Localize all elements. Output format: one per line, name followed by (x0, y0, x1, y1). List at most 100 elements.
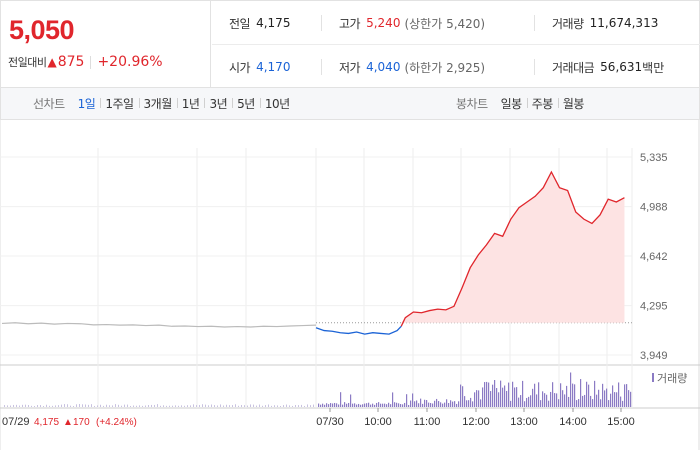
volume-bar (106, 404, 107, 407)
stat-value: 56,631 (600, 60, 643, 74)
x-tick-label: 10:00 (364, 416, 392, 428)
volume-bar (169, 405, 170, 407)
volume-bar (620, 396, 622, 407)
volume-bar (229, 405, 230, 407)
volume-bar (390, 404, 392, 407)
volume-bar (250, 404, 251, 407)
volume-bar (348, 402, 350, 407)
tab-1week[interactable]: 1주일 (100, 95, 138, 112)
volume-bar (166, 405, 167, 407)
volume-bar (378, 402, 380, 407)
change-label: 전일대비 (8, 56, 47, 69)
volume-bar (406, 394, 408, 407)
volume-bar (498, 392, 500, 407)
volume-bar (426, 400, 428, 407)
stat-value: 4,040 (366, 60, 401, 74)
volume-bar (606, 388, 608, 407)
volume-bar (550, 391, 552, 407)
volume-bar (342, 404, 344, 407)
volume-bar (163, 405, 164, 407)
volume-bar (600, 399, 602, 407)
chart-labels: 5,335 4,988 4,642 4,295 3,949 거래량 07/29 07/30 10… (2, 152, 687, 428)
volume-bar (127, 404, 128, 407)
tab-1year[interactable]: 1년 (176, 95, 205, 112)
volume-bar (217, 405, 218, 407)
volume-bar (560, 383, 562, 407)
tab-5year[interactable]: 5년 (232, 95, 260, 112)
volume-bar (582, 395, 584, 407)
volume-bar (368, 402, 370, 407)
change-value: 875 (57, 54, 85, 70)
volume-bar (184, 405, 185, 407)
x-tick-label: 07/29 (2, 416, 30, 428)
volume-bar (298, 405, 299, 407)
volume-bar (470, 397, 472, 407)
volume-bar (64, 404, 65, 407)
volume-bar (372, 403, 374, 407)
volume-bar (332, 403, 334, 407)
volume-bar (360, 404, 362, 407)
volume-bar (76, 404, 77, 407)
volume-bar (528, 396, 530, 407)
prev-day-pct: (+4.24%) (96, 417, 137, 428)
volume-bar (238, 405, 239, 407)
volume-bar (262, 405, 263, 407)
volume-bar (388, 402, 390, 407)
volume-bar (211, 404, 212, 407)
line-chart-label: 선차트 (33, 97, 65, 111)
volume-bars (4, 372, 632, 407)
tab-weekly-candle[interactable]: 주봉 (526, 95, 558, 112)
volume-bar (586, 381, 588, 407)
stat-label: 거래량 (552, 16, 584, 31)
volume-bar (241, 405, 242, 407)
volume-bar (422, 403, 424, 407)
volume-bar (283, 405, 284, 407)
volume-bar (145, 405, 146, 407)
volume-bar (418, 403, 420, 407)
volume-bar (384, 403, 386, 407)
volume-bar (518, 397, 520, 407)
tab-3year[interactable]: 3년 (204, 95, 232, 112)
volume-bar (574, 384, 576, 407)
volume-bar (402, 404, 404, 407)
volume-bar (271, 405, 272, 407)
volume-bar (358, 403, 360, 407)
tab-3month[interactable]: 3개월 (138, 95, 177, 112)
volume-bar (442, 403, 444, 407)
tab-1day[interactable]: 1일 (77, 97, 96, 111)
volume-bar (259, 404, 260, 407)
volume-bar (366, 403, 368, 407)
volume-bar (196, 405, 197, 407)
y-tick-label: 4,642 (640, 251, 668, 263)
line-chart-tabs: 선차트 1일 1주일 3개월 1년 3년 5년 10년 (33, 88, 295, 119)
tab-daily-candle[interactable]: 일봉 (500, 97, 523, 111)
prev-day-close: 4,175 (34, 417, 59, 428)
volume-bar (566, 385, 568, 407)
volume-bar (356, 404, 358, 407)
volume-bar (510, 400, 512, 407)
volume-bar (142, 405, 143, 407)
volume-bar (542, 391, 544, 407)
volume-bar (446, 399, 448, 407)
volume-bar (214, 405, 215, 407)
volume-bar (538, 382, 540, 407)
volume-bar (562, 390, 564, 407)
volume-bar (474, 392, 476, 407)
x-tick-label: 07/30 (316, 416, 344, 428)
stat-label: 시가 (229, 60, 251, 75)
stat-sub: (상한가 5,420) (404, 16, 486, 31)
volume-bar (568, 396, 570, 407)
volume-bar (61, 404, 62, 407)
today-line-down (315, 325, 402, 335)
volume-bar (7, 405, 8, 407)
volume-bar (226, 404, 227, 407)
stat-low: 저가 4,040 (하한가 2,925) (339, 57, 485, 77)
divider (321, 15, 322, 31)
tab-monthly-candle[interactable]: 월봉 (557, 95, 589, 112)
volume-bar (52, 405, 53, 407)
volume-bar (286, 404, 287, 407)
volume-bar (416, 400, 418, 407)
volume-bar (307, 404, 308, 407)
tab-10year[interactable]: 10년 (259, 95, 295, 112)
volume-bar (220, 404, 221, 407)
